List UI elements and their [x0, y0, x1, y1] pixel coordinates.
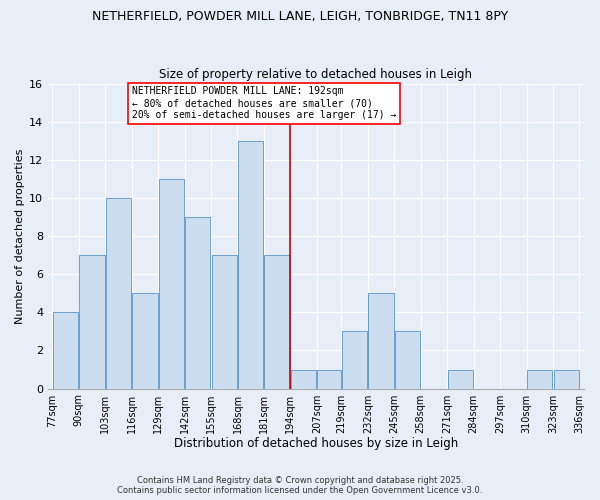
Bar: [79, 255, 104, 388]
Bar: [395, 332, 420, 388]
Bar: [342, 332, 367, 388]
Text: NETHERFIELD, POWDER MILL LANE, LEIGH, TONBRIDGE, TN11 8PY: NETHERFIELD, POWDER MILL LANE, LEIGH, TO…: [92, 10, 508, 23]
Bar: [158, 179, 184, 388]
Bar: [53, 312, 78, 388]
Bar: [212, 255, 237, 388]
Title: Size of property relative to detached houses in Leigh: Size of property relative to detached ho…: [160, 68, 472, 81]
X-axis label: Distribution of detached houses by size in Leigh: Distribution of detached houses by size …: [174, 437, 458, 450]
Bar: [527, 370, 553, 388]
Bar: [291, 370, 316, 388]
Text: NETHERFIELD POWDER MILL LANE: 192sqm
← 80% of detached houses are smaller (70)
2: NETHERFIELD POWDER MILL LANE: 192sqm ← 8…: [131, 86, 396, 120]
Bar: [238, 141, 263, 388]
Bar: [448, 370, 473, 388]
Bar: [132, 294, 158, 388]
Text: Contains HM Land Registry data © Crown copyright and database right 2025.
Contai: Contains HM Land Registry data © Crown c…: [118, 476, 482, 495]
Bar: [265, 255, 290, 388]
Bar: [185, 217, 211, 388]
Bar: [317, 370, 341, 388]
Bar: [106, 198, 131, 388]
Bar: [554, 370, 579, 388]
Y-axis label: Number of detached properties: Number of detached properties: [15, 148, 25, 324]
Bar: [368, 294, 394, 388]
